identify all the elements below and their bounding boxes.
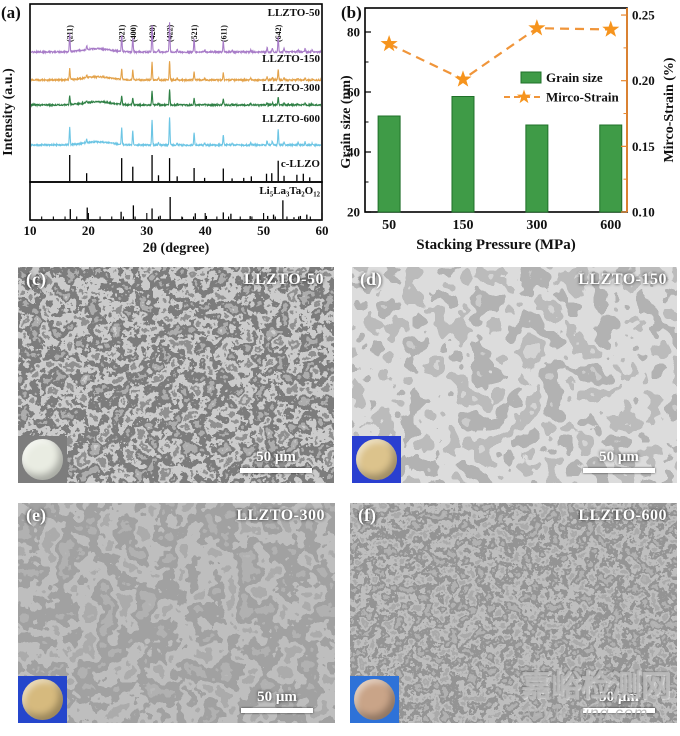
sem-image-llzto-150: (d) LLZTO-150 50 μm [352,267,677,483]
scale-bar: 50 μm [583,689,655,713]
scale-bar-line [583,708,655,713]
pellet-photo [354,679,395,720]
svg-text:50: 50 [257,223,270,238]
scale-bar-label: 50 μm [599,689,639,705]
svg-text:Stacking Pressure (MPa): Stacking Pressure (MPa) [416,237,575,253]
sem-texture [352,267,677,483]
svg-text:2θ (degree): 2θ (degree) [143,241,210,256]
svg-text:(521): (521) [190,24,199,42]
svg-text:(a): (a) [1,3,21,22]
svg-text:(b): (b) [341,3,362,22]
svg-text:LLZTO-600: LLZTO-600 [262,113,320,125]
pellet-inset [18,436,67,483]
scale-bar: 50 μm [240,449,312,473]
scale-bar-line [240,468,312,473]
xrd-chart-panel: 10 20 30 40 50 60 2θ (degree) Intensity (a.u.) (… [0,0,340,262]
svg-text:(642): (642) [274,24,283,42]
svg-text:40: 40 [199,223,212,238]
svg-text:Grain size (nm): Grain size (nm) [340,75,354,169]
svg-text:Mirco-Strain (%): Mirco-Strain (%) [662,57,677,162]
pellet-photo [22,439,63,480]
svg-text:0.20: 0.20 [632,73,655,88]
svg-text:(611): (611) [219,25,228,42]
svg-text:40: 40 [347,145,360,160]
scale-bar: 50 μm [241,689,313,713]
pellet-inset [350,676,399,723]
svg-text:0.25: 0.25 [632,8,655,23]
svg-text:LLZTO-300: LLZTO-300 [262,82,320,94]
svg-text:0.15: 0.15 [632,139,655,154]
sample-label: LLZTO-50 [243,271,324,288]
svg-text:150: 150 [452,218,473,233]
svg-text:0.10: 0.10 [632,205,655,220]
xrd-chart: 10 20 30 40 50 60 2θ (degree) Intensity (a.u.) (… [1,3,329,256]
pellet-inset [352,436,401,483]
sem-texture [350,503,677,723]
sample-label: LLZTO-150 [578,271,667,288]
grain-size-chart: 20 40 60 80 0.10 0.15 0.20 0.25 50 150 300 600 Grain… [339,3,677,253]
sample-label: LLZTO-600 [578,507,667,524]
panel-tag: (d) [360,269,382,289]
panel-tag: (c) [26,269,46,289]
scale-bar-line [583,468,655,473]
sem-image-llzto-50: (c) LLZTO-50 50 μm [18,267,334,483]
sem-image-llzto-300: (e) LLZTO-300 50 μm [18,503,335,723]
pellet-photo [356,439,397,480]
panel-tag: (f) [358,505,376,525]
pellet-photo [22,679,63,720]
panel-tag: (e) [26,505,46,525]
svg-text:20: 20 [82,223,95,238]
svg-text:Mirco-Strain: Mirco-Strain [546,90,619,105]
sem-texture [18,267,334,483]
scale-bar-label: 50 μm [599,449,639,465]
grain-size-chart-panel: 20 40 60 80 0.10 0.15 0.20 0.25 50 150 300 600 Grain… [339,0,680,262]
svg-text:30: 30 [140,223,153,238]
svg-text:80: 80 [347,25,360,40]
sem-texture [18,503,335,723]
sem-image-llzto-600: (f) LLZTO-600 50 μm [350,503,677,723]
scale-bar: 50 μm [583,449,655,473]
pellet-inset [18,676,67,723]
svg-text:20: 20 [347,205,360,220]
svg-text:c-LLZO: c-LLZO [281,158,321,170]
scale-bar-label: 50 μm [257,689,297,705]
scale-bar-line [241,708,313,713]
scale-bar-label: 50 μm [256,449,296,465]
svg-text:300: 300 [526,218,547,233]
svg-text:60: 60 [347,85,360,100]
svg-text:60: 60 [316,223,329,238]
sample-label: LLZTO-300 [236,507,325,524]
svg-text:LLZTO-150: LLZTO-150 [262,53,320,65]
svg-text:(400): (400) [129,24,138,42]
svg-text:10: 10 [24,223,37,238]
svg-text:Grain size: Grain size [546,70,603,85]
svg-text:Li5La3Ta2O12: Li5La3Ta2O12 [259,185,320,198]
svg-text:600: 600 [600,218,621,233]
svg-text:LLZTO-50: LLZTO-50 [268,7,321,19]
svg-text:(321): (321) [118,24,127,42]
svg-text:50: 50 [382,218,396,233]
svg-text:Intensity (a.u.): Intensity (a.u.) [1,68,16,156]
